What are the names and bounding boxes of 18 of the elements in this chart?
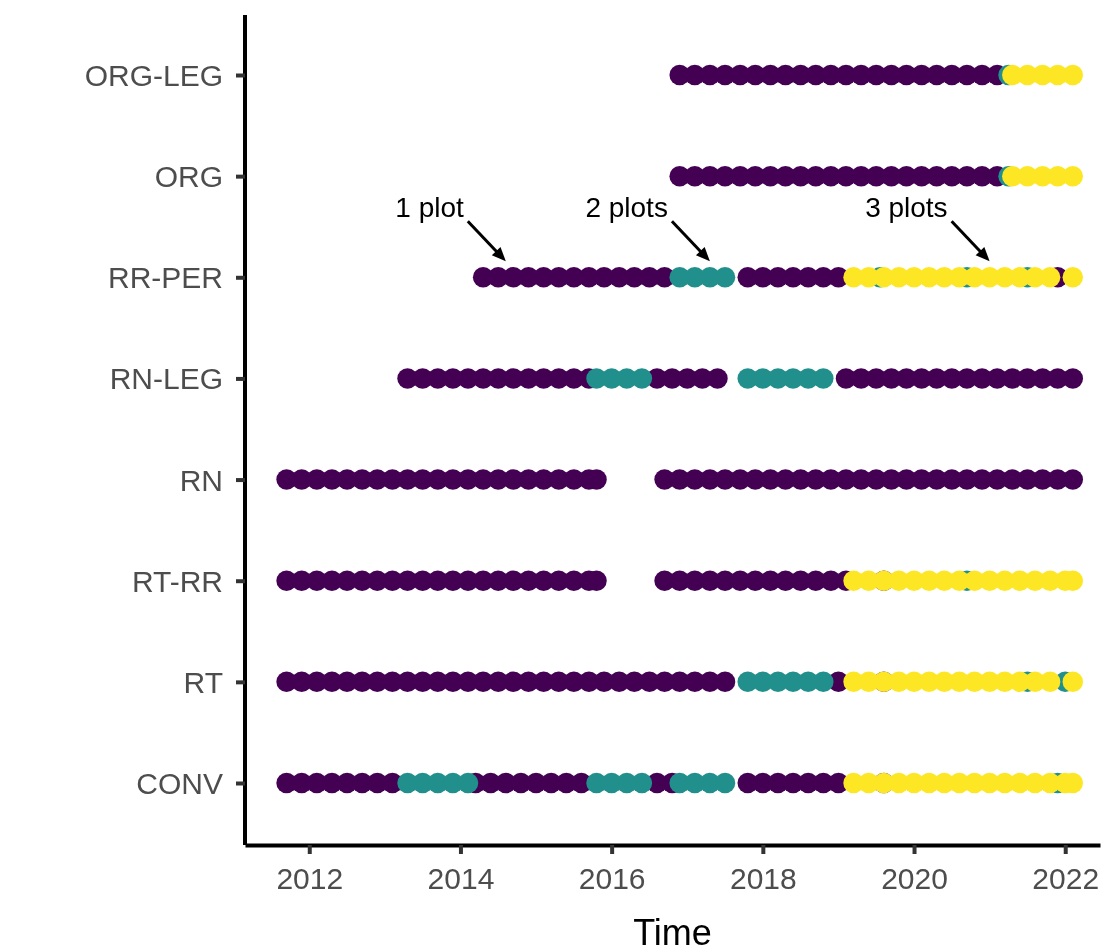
x-tick-label: 2012 (276, 861, 344, 895)
y-tick-label: ORG-LEG (84, 59, 223, 92)
x-tick-label: 2016 (578, 861, 646, 895)
x-tick-label: 2020 (881, 861, 948, 895)
x-tick-label: 2022 (1032, 861, 1100, 895)
y-tick-label: RR-PER (107, 261, 223, 295)
y-tick-label: RN-LEG (109, 362, 223, 396)
annotation: 1 plot (395, 192, 465, 224)
y-tick-label: RT-RR (131, 564, 223, 598)
x-axis-title: Time (633, 912, 712, 952)
y-tick-label: RN (179, 463, 223, 497)
annotation: 3 plots (865, 192, 948, 224)
x-tick-label: 2014 (427, 861, 495, 895)
y-tick-label: ORG (154, 160, 223, 194)
y-tick-label: RT (183, 665, 223, 699)
x-tick-label: 2018 (729, 861, 797, 895)
y-tick-label: CONV (136, 767, 223, 800)
annotation: 2 plots (585, 192, 668, 224)
